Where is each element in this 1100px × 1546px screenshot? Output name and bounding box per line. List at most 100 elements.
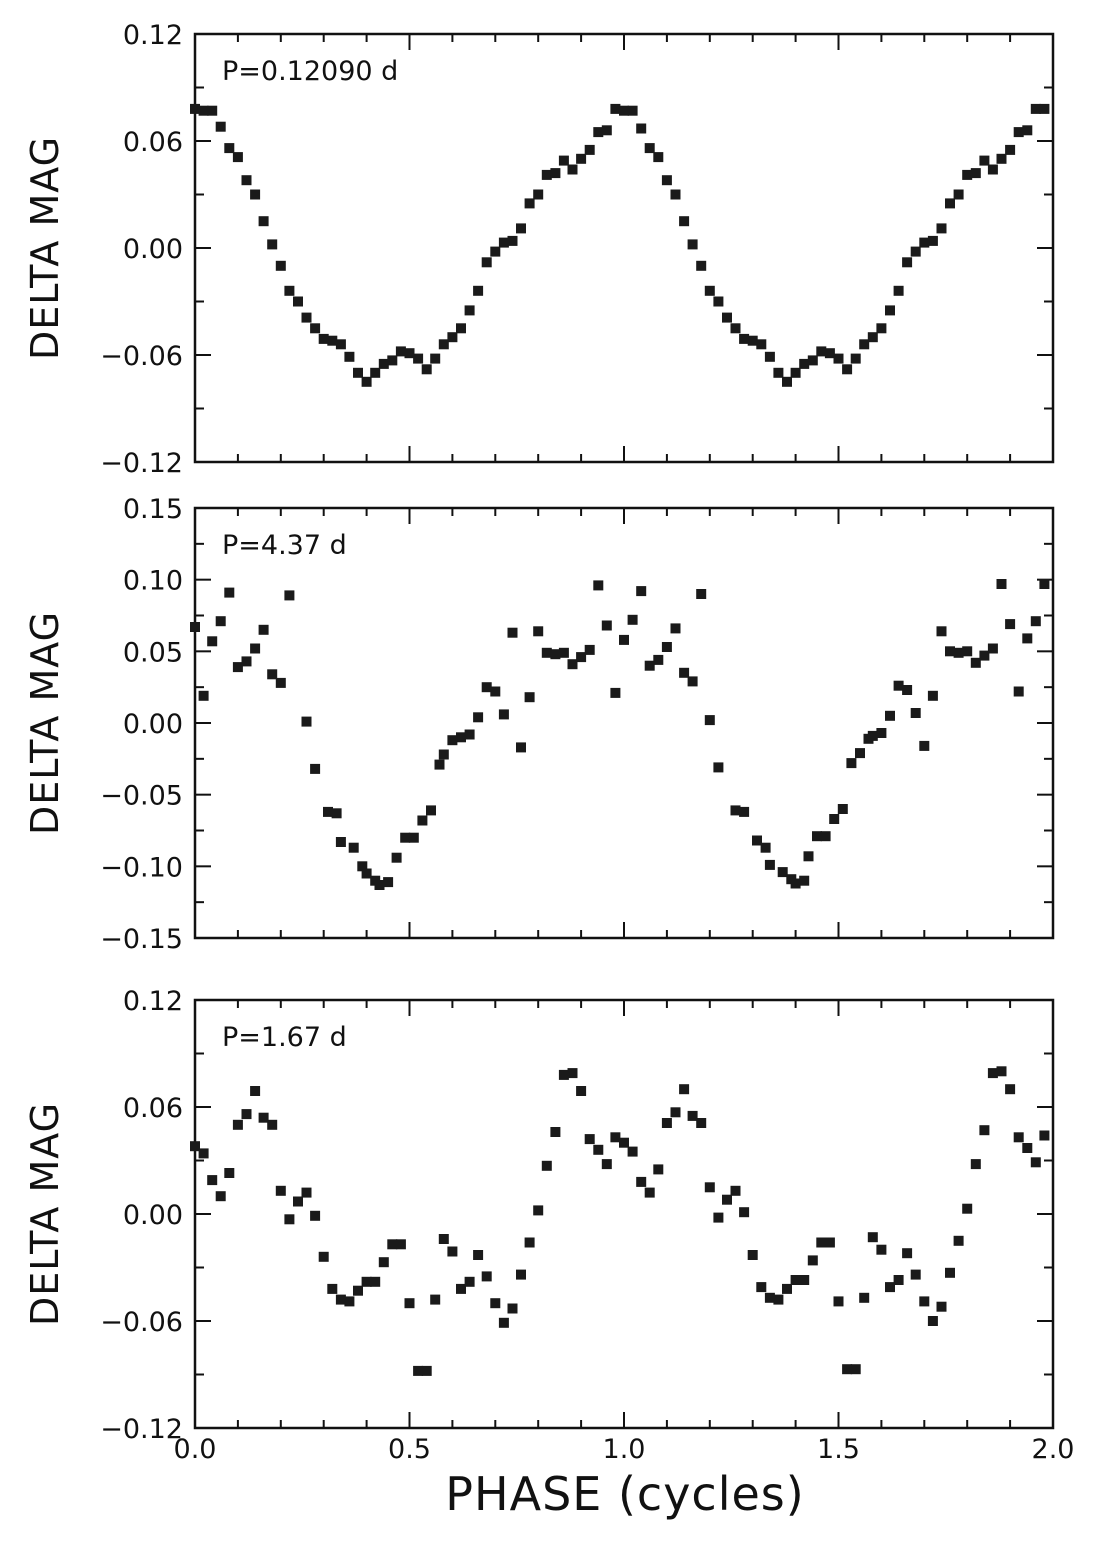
data-point [473,1250,484,1260]
data-point [1030,103,1041,114]
data-point [627,1146,638,1157]
data-point [232,152,243,163]
data-point [507,235,518,246]
data-point [584,144,595,155]
data-point [601,1159,612,1170]
data-point [516,223,526,234]
data-point [1005,1084,1016,1095]
data-point [812,831,822,842]
data-point [1005,619,1016,630]
data-point [670,1107,681,1118]
data-point [348,842,359,853]
data-point [1022,1143,1033,1153]
data-point [885,305,895,316]
data-point [970,657,981,668]
data-point [653,152,664,163]
data-point [293,296,303,307]
data-point [790,1275,801,1285]
data-point [284,1214,295,1225]
y-tick-label: −0.15 [100,924,183,955]
x-tick-label: 1.0 [603,1434,646,1465]
data-point [661,642,672,652]
data-point [1039,1130,1050,1141]
data-point [464,1276,475,1287]
data-point [730,1185,741,1196]
panel-middle: 0.15 0.10 0.05 0.00 −0.05 −0.10 −0.15 DELTA MAG… [23,494,1055,955]
data-point [704,715,715,726]
x-tick-label: 2.0 [1032,1434,1075,1465]
data-point [456,323,466,334]
data-point [293,1196,303,1207]
data-point [1030,1157,1041,1168]
data-point [713,762,724,773]
data-point [275,1185,286,1196]
data-point [224,1168,235,1178]
data-point [490,246,501,257]
y-tick-label: 0.06 [123,127,183,158]
data-point [919,237,930,248]
data-point [490,686,501,697]
data-point [679,216,690,227]
data-point [902,685,913,695]
data-point [739,806,750,817]
data-point [670,189,681,200]
data-point [400,832,411,843]
plot-frame [193,998,1055,1430]
data-point [258,624,269,635]
data-point [722,312,732,323]
data-point [413,353,424,364]
data-point [953,647,964,658]
data-point [524,692,535,703]
data-point [919,740,930,751]
data-point [473,285,484,296]
data-point [550,168,561,179]
data-point [945,646,955,657]
data-point [696,260,707,271]
data-point [679,667,690,678]
data-point [456,1283,466,1294]
data-point [310,1210,321,1221]
data-point [987,1068,998,1079]
y-tick-label: 0.00 [123,709,183,740]
y-tick-label: 0.05 [123,637,183,668]
data-point [353,367,363,378]
data-point [756,339,767,350]
data-point [267,669,278,680]
data-point [558,1069,569,1080]
data-point [507,1303,518,1314]
data-point [713,296,724,307]
data-point [919,1296,930,1307]
data-point [1022,125,1033,136]
data-point [284,590,295,601]
data-point [404,348,415,359]
data-point [558,647,569,658]
data-point [421,364,432,375]
data-point [855,748,865,759]
data-point [996,579,1007,589]
data-point [498,709,509,720]
data-point [876,323,887,334]
y-tick-label: 0.12 [123,986,183,1017]
data-point [447,332,458,343]
data-point [267,239,278,250]
data-point [567,659,578,670]
data-point [417,815,428,826]
data-point [1013,127,1024,138]
data-point [413,1365,424,1376]
data-point [335,339,346,350]
data-point [764,859,775,870]
x-axis-label: PHASE (cycles) [445,1467,804,1521]
data-point [198,105,209,116]
data-point [979,1125,990,1136]
data-point [430,1294,441,1305]
data-point [438,339,449,350]
data-point [323,806,333,817]
data-point [653,654,664,665]
data-point [438,749,449,760]
y-tick-label: −0.06 [100,1307,183,1338]
data-point [799,358,810,369]
data-point [1039,579,1050,589]
data-point [661,175,672,186]
data-point [627,614,638,625]
data-point [576,153,587,164]
